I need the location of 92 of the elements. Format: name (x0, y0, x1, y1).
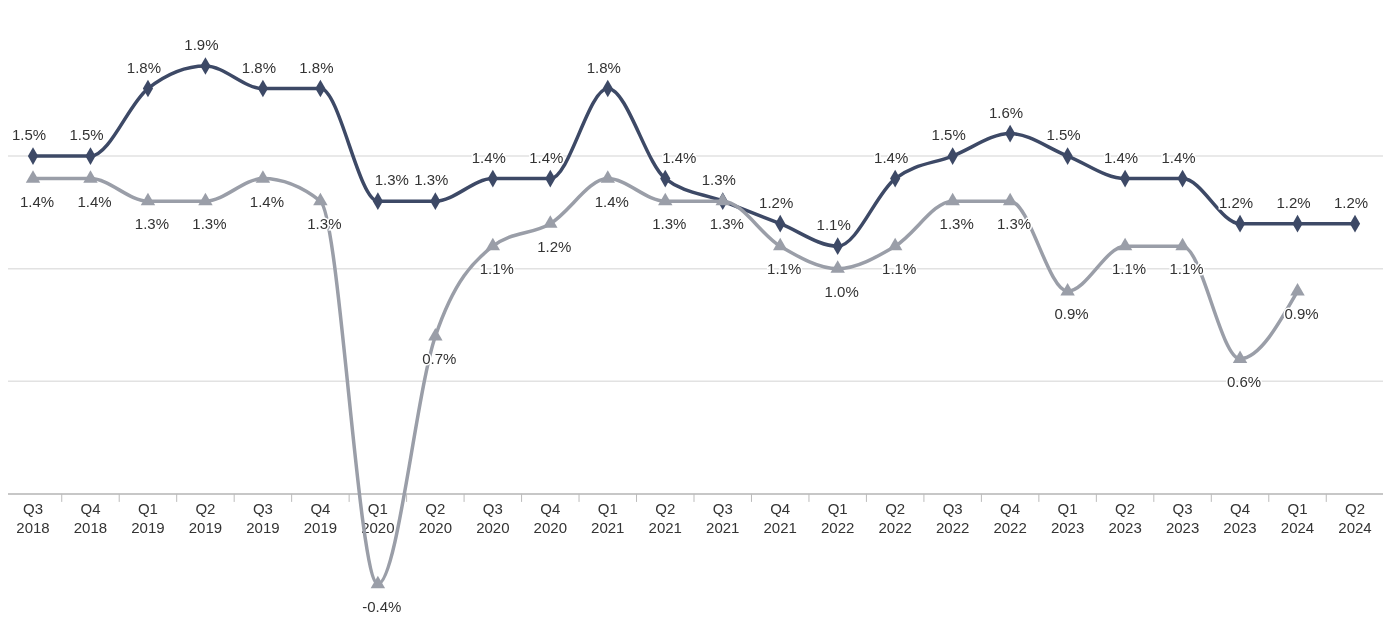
point (1175, 237, 1190, 251)
data-label: 1.4% (662, 148, 697, 166)
point (25, 170, 41, 183)
data-label: 1.1% (1169, 260, 1204, 278)
data-label: 1.6% (989, 103, 1024, 121)
data-label: 1.8% (126, 58, 162, 76)
data-label: 1.1% (816, 216, 851, 234)
point (658, 192, 673, 206)
x-tick-label: Q3 2018 (16, 499, 50, 536)
data-label: 1.4% (594, 192, 629, 210)
data-label: 1.1% (1111, 260, 1147, 278)
point (600, 170, 615, 183)
data-label: 1.3% (709, 215, 744, 233)
x-tick-label: Q1 2022 (821, 499, 855, 536)
data-label: 0.9% (1284, 305, 1319, 323)
x-tick-label: Q2 2023 (1108, 499, 1142, 536)
data-label: 1.3% (307, 215, 342, 233)
point (83, 170, 98, 183)
x-tick-label: Q4 2020 (533, 499, 567, 536)
x-tick-label: Q2 2020 (418, 499, 453, 536)
data-label: 1.1% (479, 260, 514, 278)
data-label: 1.5% (931, 126, 966, 144)
data-label: 1.3% (374, 171, 409, 189)
data-label: 1.2% (759, 193, 794, 211)
x-tick-label: Q4 2021 (763, 499, 797, 536)
data-label: 1.5% (69, 126, 104, 144)
x-tick-label: Q3 2022 (935, 499, 970, 536)
point (715, 192, 730, 206)
data-label: 1.5% (11, 126, 47, 144)
data-label: 1.3% (652, 215, 687, 233)
data-label: 0.9% (1054, 305, 1089, 323)
data-label: 1.4% (1161, 148, 1196, 166)
x-tick-label: Q2 2019 (188, 499, 223, 536)
x-tick-label: Q2 2022 (878, 499, 912, 536)
point (945, 192, 960, 206)
x-tick-label: Q4 2019 (303, 499, 338, 536)
point (313, 192, 328, 206)
point (255, 170, 271, 183)
data-label: 1.8% (299, 58, 334, 76)
data-label: 1.4% (1103, 148, 1139, 166)
data-label: 1.2% (1218, 193, 1254, 211)
x-tick-label: Q3 2019 (246, 499, 280, 536)
data-label: 1.4% (874, 148, 909, 166)
x-tick-label: Q1 2019 (131, 499, 165, 536)
x-tick-label: Q2 2024 (1338, 499, 1372, 536)
point (1290, 282, 1305, 296)
data-label: 1.4% (19, 192, 55, 210)
data-label: -0.4% (362, 598, 402, 615)
point (1060, 282, 1075, 296)
data-label: 1.3% (701, 171, 736, 189)
point (830, 260, 845, 273)
data-label: 1.4% (77, 192, 112, 210)
data-label: 1.1% (882, 260, 917, 278)
data-label: 1.8% (586, 58, 621, 76)
data-label: 1.2% (1333, 193, 1369, 211)
data-label: 0.7% (422, 350, 457, 368)
data-label: 1.3% (192, 215, 227, 233)
point (887, 237, 903, 251)
data-label: 1.3% (939, 215, 974, 233)
point (198, 192, 213, 206)
point (773, 237, 788, 251)
x-tick-label: Q1 2023 (1050, 499, 1085, 536)
data-label: 1.1% (767, 260, 802, 278)
point (1117, 237, 1133, 251)
point (543, 215, 558, 228)
x-tick-label: Q1 2024 (1280, 499, 1315, 536)
x-tick-label: Q3 2020 (476, 499, 510, 536)
x-tick-label: Q4 2023 (1223, 499, 1257, 536)
data-label: 1.4% (529, 148, 564, 166)
data-label: 1.4% (249, 192, 285, 210)
x-tick-label: Q4 2018 (73, 499, 108, 536)
data-label: 1.5% (1046, 126, 1081, 144)
data-label: 1.0% (824, 282, 859, 300)
data-label: 0.6% (1226, 372, 1262, 390)
x-tick-label: Q4 2022 (993, 499, 1027, 536)
point (485, 237, 501, 251)
data-label: 1.8% (241, 58, 277, 76)
data-label: 1.2% (1276, 193, 1311, 211)
data-label: 1.3% (134, 215, 170, 233)
point (140, 192, 156, 206)
data-label: 1.3% (997, 215, 1032, 233)
data-label: 1.3% (414, 171, 449, 189)
point (1002, 192, 1018, 206)
data-label: 1.4% (471, 148, 506, 166)
data-label: 1.2% (537, 237, 572, 255)
point (428, 327, 443, 341)
data-label: 1.9% (184, 36, 219, 53)
x-tick-label: Q2 2021 (648, 499, 682, 536)
x-tick-label: Q3 2021 (706, 499, 740, 536)
x-tick-label: Q1 2021 (591, 499, 625, 536)
point (1232, 350, 1248, 363)
x-tick-label: Q3 2023 (1165, 499, 1200, 536)
